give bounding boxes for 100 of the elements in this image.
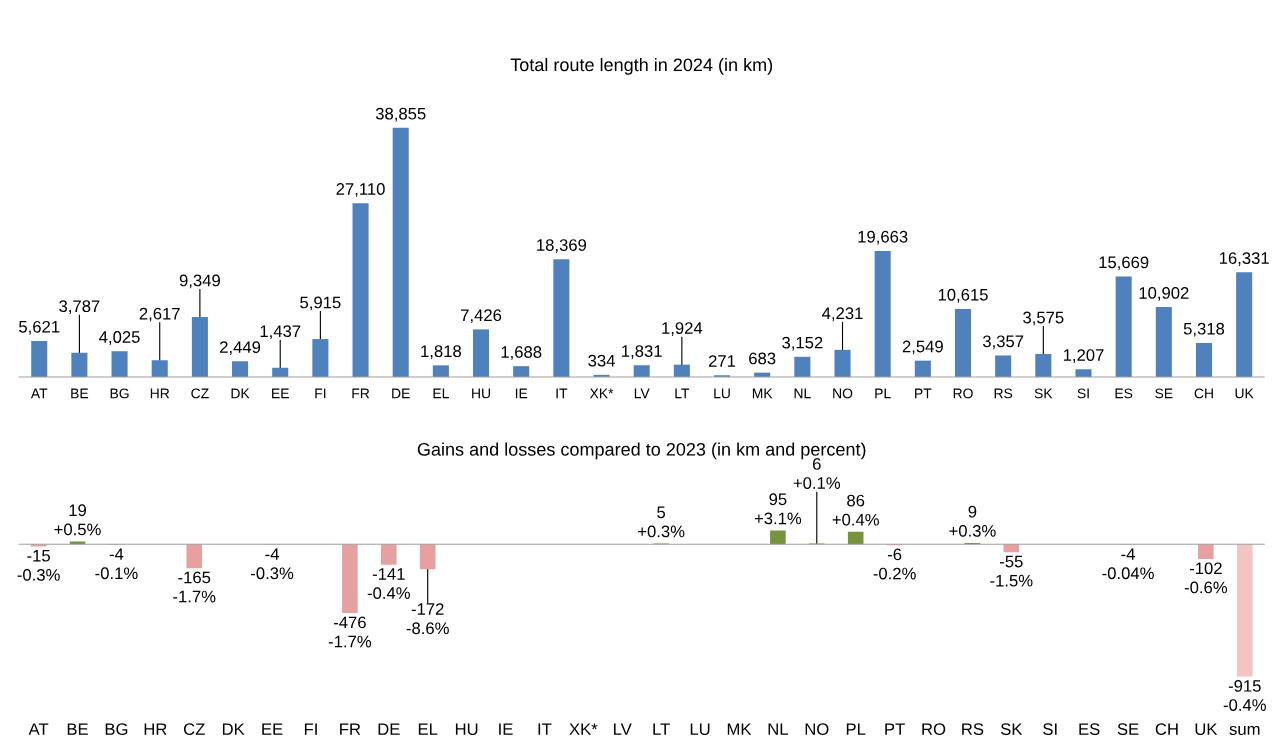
x-tick-label: DK [222,723,245,735]
x-tick-label: EL [433,388,449,399]
data-label: 4,025 [99,331,140,345]
x-tick-label: PL [875,388,891,399]
x-tick-label: EL [418,723,438,735]
data-label: -4 -0.04% [1102,548,1154,580]
x-tick-label: DE [392,388,410,399]
data-label: -4 -0.1% [95,548,138,580]
data-label: 1,818 [421,345,461,360]
x-tick-label: MK [752,388,773,399]
x-tick-label: NL [794,388,811,399]
x-tick-label: AT [30,388,48,399]
data-label: 1,688 [501,346,542,360]
x-tick-label: MK [727,723,752,735]
data-label: 95 +3.1% [754,493,802,525]
data-label: -165 -1.7% [173,571,216,603]
x-tick-label: PT [915,388,932,399]
x-tick-label: SI [1043,723,1057,736]
data-label: 334 [588,354,615,367]
data-label: -55 -1.5% [990,555,1033,587]
data-label: 2,617 [139,307,180,322]
x-tick-label: RO [922,723,946,736]
data-label: -102 -0.6% [1184,562,1228,594]
data-label: 10,615 [938,288,988,303]
chart-title: Gains and losses compared to 2023 (in km and percent) [417,442,866,460]
x-tick-label: CZ [191,388,209,399]
data-label: 3,357 [982,335,1024,350]
x-tick-label: UK [1195,723,1218,736]
x-tick-label: BE [71,388,89,399]
x-tick-label: NO [833,388,853,399]
x-tick-label: sum [1229,725,1260,736]
x-tick-label: CH [1194,388,1213,399]
x-tick-label: IT [556,388,568,399]
data-label: 18,369 [537,239,587,253]
x-tick-label: FR [352,388,370,399]
x-tick-label: NO [805,723,829,736]
x-tick-label: EE [262,723,283,735]
data-label: 5,318 [1183,322,1225,337]
x-tick-label: BG [105,723,128,736]
x-tick-label: LU [714,388,730,399]
x-tick-label: RS [994,388,1013,399]
x-tick-label: IE [499,723,513,735]
x-tick-label: FI [304,723,317,735]
data-label: -915 -0.4% [1223,679,1266,711]
data-label: 19,663 [858,230,908,245]
x-tick-label: XK* [569,723,598,735]
data-label: 2,449 [220,341,261,355]
data-label: 683 [749,352,776,365]
x-tick-label: AT [28,723,49,735]
data-label: -6 -0.2% [873,548,916,580]
x-tick-label: FR [340,723,361,735]
data-label: 2,549 [902,340,943,355]
data-label: 5,621 [19,320,60,335]
x-tick-label: IT [538,723,552,735]
data-label: 10,902 [1139,287,1189,301]
data-label: -141 -0.4% [367,568,410,599]
x-tick-label: SE [1155,388,1173,399]
data-label: 86 +0.4% [832,494,879,526]
x-tick-label: XK* [589,388,614,399]
data-label: 38,855 [375,107,426,122]
x-tick-label: PL [846,723,866,735]
x-tick-label: BG [110,388,129,399]
x-tick-label: UK [1235,388,1254,399]
x-tick-label: EE [272,388,289,399]
x-tick-label: HU [455,723,478,736]
x-tick-label: BE [67,723,88,735]
data-label: 5 +0.3% [638,506,685,538]
x-tick-label: LU [690,723,710,736]
x-tick-label: CH [1155,723,1178,736]
x-tick-label: LT [675,388,690,399]
x-tick-label: HR [144,723,167,735]
x-tick-label: ES [1115,388,1133,399]
data-label: -15 -0.3% [17,549,60,581]
data-label: 271 [708,355,736,367]
data-label: 1,831 [622,345,662,359]
x-tick-label: SK [1000,723,1023,736]
x-tick-label: CZ [183,723,205,736]
x-tick-label: LT [653,723,670,735]
data-label: -172 -8.6% [406,603,449,635]
x-tick-label: NL [768,723,788,735]
data-label: 4,231 [822,307,863,322]
x-tick-label: PT [885,723,905,735]
data-label: 1,437 [260,325,301,340]
x-tick-label: LV [614,723,632,735]
x-tick-label: FI [315,388,326,399]
data-label: 27,110 [336,183,385,197]
data-label: 15,669 [1099,256,1149,271]
x-tick-label: HR [150,388,170,399]
x-tick-label: RS [962,723,984,736]
data-label: 3,787 [59,300,100,315]
data-label: 16,331 [1219,252,1269,266]
data-label: -476 -1.7% [328,616,372,648]
data-label: 3,152 [782,336,823,351]
data-label: 7,426 [461,309,502,324]
x-tick-label: RO [953,388,973,399]
data-label: 1,924 [662,322,703,336]
data-label: 3,575 [1023,311,1064,326]
data-label: 9,349 [179,274,220,289]
data-label: 1,207 [1063,349,1104,363]
x-tick-label: DE [378,723,400,735]
